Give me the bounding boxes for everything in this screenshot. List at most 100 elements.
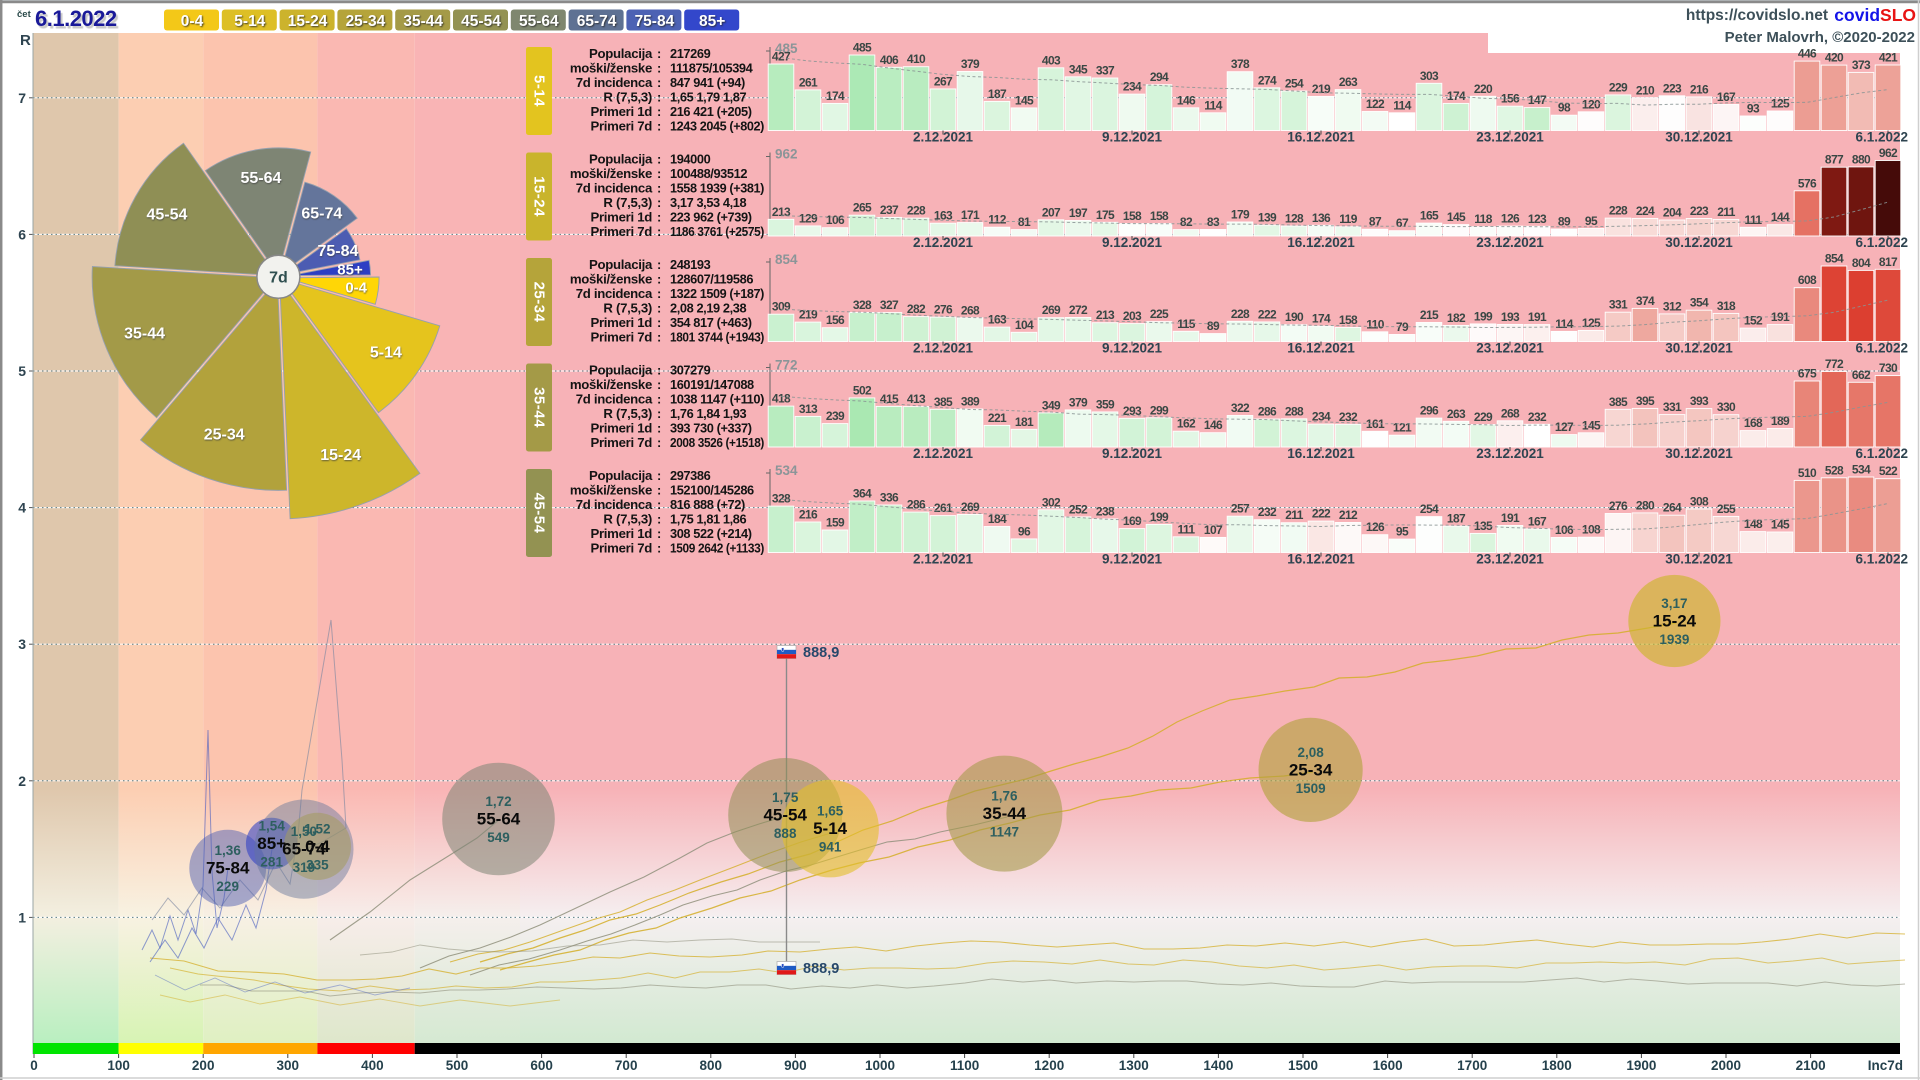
svg-text:700: 700 [615,1058,638,1073]
svg-text:110: 110 [1366,317,1384,331]
svg-text::: : [657,512,661,527]
svg-text:111: 111 [1745,213,1763,227]
svg-text:1,65 1,79 1,87: 1,65 1,79 1,87 [670,90,747,105]
svg-text:covidSLO: covidSLO [1834,5,1916,25]
svg-text:888: 888 [774,826,797,841]
svg-text:312: 312 [1663,299,1682,313]
svg-text:2.12.2021: 2.12.2021 [913,235,974,250]
svg-text:118: 118 [1474,212,1492,226]
svg-text:30.12.2021: 30.12.2021 [1665,235,1733,250]
svg-text:263: 263 [1447,407,1466,421]
svg-text:204: 204 [1663,206,1682,220]
svg-text:115: 115 [1177,317,1195,331]
svg-text:Primeri 1d: Primeri 1d [590,104,652,119]
svg-text:7d incidenca: 7d incidenca [576,497,653,512]
svg-text:229: 229 [1609,80,1628,94]
svg-text:268: 268 [1501,406,1520,420]
svg-text:335: 335 [306,857,329,872]
svg-text:moški/ženske: moški/ženske [570,166,652,181]
svg-text:Primeri 1d: Primeri 1d [590,421,652,436]
svg-text:485: 485 [853,41,872,55]
svg-text:15-24: 15-24 [1653,612,1697,631]
svg-text:373: 373 [1852,58,1871,72]
svg-text:237: 237 [880,203,899,217]
svg-text:941: 941 [819,840,842,855]
svg-text::: : [657,526,661,541]
svg-text:95: 95 [1585,214,1598,228]
svg-text:35-44: 35-44 [983,804,1027,823]
svg-text:2000: 2000 [1711,1058,1741,1073]
svg-text:2,08: 2,08 [1297,745,1324,760]
svg-text:288: 288 [1285,404,1304,418]
svg-text:R (7,5,3): R (7,5,3) [603,195,652,210]
svg-text:1500: 1500 [1288,1058,1318,1073]
svg-text:261: 261 [934,501,953,515]
svg-text::: : [657,377,661,392]
svg-text:158: 158 [1150,209,1169,223]
svg-text:286: 286 [1258,405,1277,419]
svg-text:5-14: 5-14 [531,75,548,107]
svg-text:85+: 85+ [699,13,725,30]
svg-text:145: 145 [1015,93,1034,107]
svg-text:232: 232 [1258,505,1277,519]
svg-text:413: 413 [907,392,926,406]
svg-text:Primeri 7d: Primeri 7d [590,330,652,345]
svg-text:55-64: 55-64 [519,13,559,30]
svg-text:165: 165 [1420,209,1439,223]
svg-text:395: 395 [1636,394,1655,408]
svg-text:1558 1939 (+381): 1558 1939 (+381) [670,181,764,196]
svg-text:30.12.2021: 30.12.2021 [1665,446,1733,461]
svg-text:15-24: 15-24 [288,13,328,30]
svg-text:322: 322 [1231,401,1250,415]
svg-text:675: 675 [1798,367,1817,381]
svg-text:122: 122 [1366,97,1385,111]
svg-text:854: 854 [1825,252,1844,266]
svg-text:215: 215 [1420,308,1439,322]
svg-text:216: 216 [1690,82,1709,96]
svg-text:199: 199 [1474,309,1493,323]
svg-text:16.12.2021: 16.12.2021 [1287,341,1355,356]
svg-text:400: 400 [361,1058,384,1073]
svg-text:608: 608 [1798,273,1817,287]
svg-text:522: 522 [1879,464,1898,478]
svg-text:374: 374 [1636,294,1655,308]
svg-text:30.12.2021: 30.12.2021 [1665,341,1733,356]
svg-text:111875/105394: 111875/105394 [670,61,754,76]
svg-text:7d incidenca: 7d incidenca [576,75,653,90]
svg-text:146: 146 [1177,93,1196,107]
svg-text:181: 181 [1015,415,1034,429]
svg-text:359: 359 [1096,397,1115,411]
svg-text:93: 93 [1747,102,1760,116]
svg-text:35-44: 35-44 [531,387,548,428]
svg-text:6.1.2022: 6.1.2022 [1855,446,1908,461]
svg-text:9.12.2021: 9.12.2021 [1102,552,1163,567]
svg-text:96: 96 [1018,524,1031,538]
svg-text:128607/119586: 128607/119586 [670,272,753,287]
svg-text:45-54: 45-54 [763,806,807,825]
svg-text:175: 175 [1096,208,1115,222]
svg-text:123: 123 [1528,212,1547,226]
svg-text:Populacija: Populacija [589,363,653,378]
svg-text:107: 107 [1204,523,1223,537]
svg-text:199: 199 [1150,510,1169,524]
svg-text:2100: 2100 [1796,1058,1826,1073]
svg-text:23.12.2021: 23.12.2021 [1476,446,1544,461]
svg-text:1,75: 1,75 [772,790,799,805]
svg-text:85+: 85+ [257,834,286,853]
svg-text:269: 269 [961,500,980,514]
svg-text::: : [657,152,661,167]
svg-text:268: 268 [961,303,980,317]
svg-text:1600: 1600 [1373,1058,1403,1073]
svg-text:159: 159 [826,516,845,530]
svg-text:255: 255 [1717,502,1736,516]
svg-text:217269: 217269 [670,46,711,61]
svg-text:1801 3744 (+1943): 1801 3744 (+1943) [670,330,764,345]
svg-text:354 817 (+463): 354 817 (+463) [670,315,752,330]
svg-text:191: 191 [1501,511,1520,525]
svg-text:25-34: 25-34 [204,426,245,443]
svg-text:888,9: 888,9 [803,645,839,661]
svg-text:1800: 1800 [1542,1058,1572,1073]
svg-text:Populacija: Populacija [589,152,653,167]
svg-text:485: 485 [775,41,798,56]
svg-text:85+: 85+ [337,262,363,279]
